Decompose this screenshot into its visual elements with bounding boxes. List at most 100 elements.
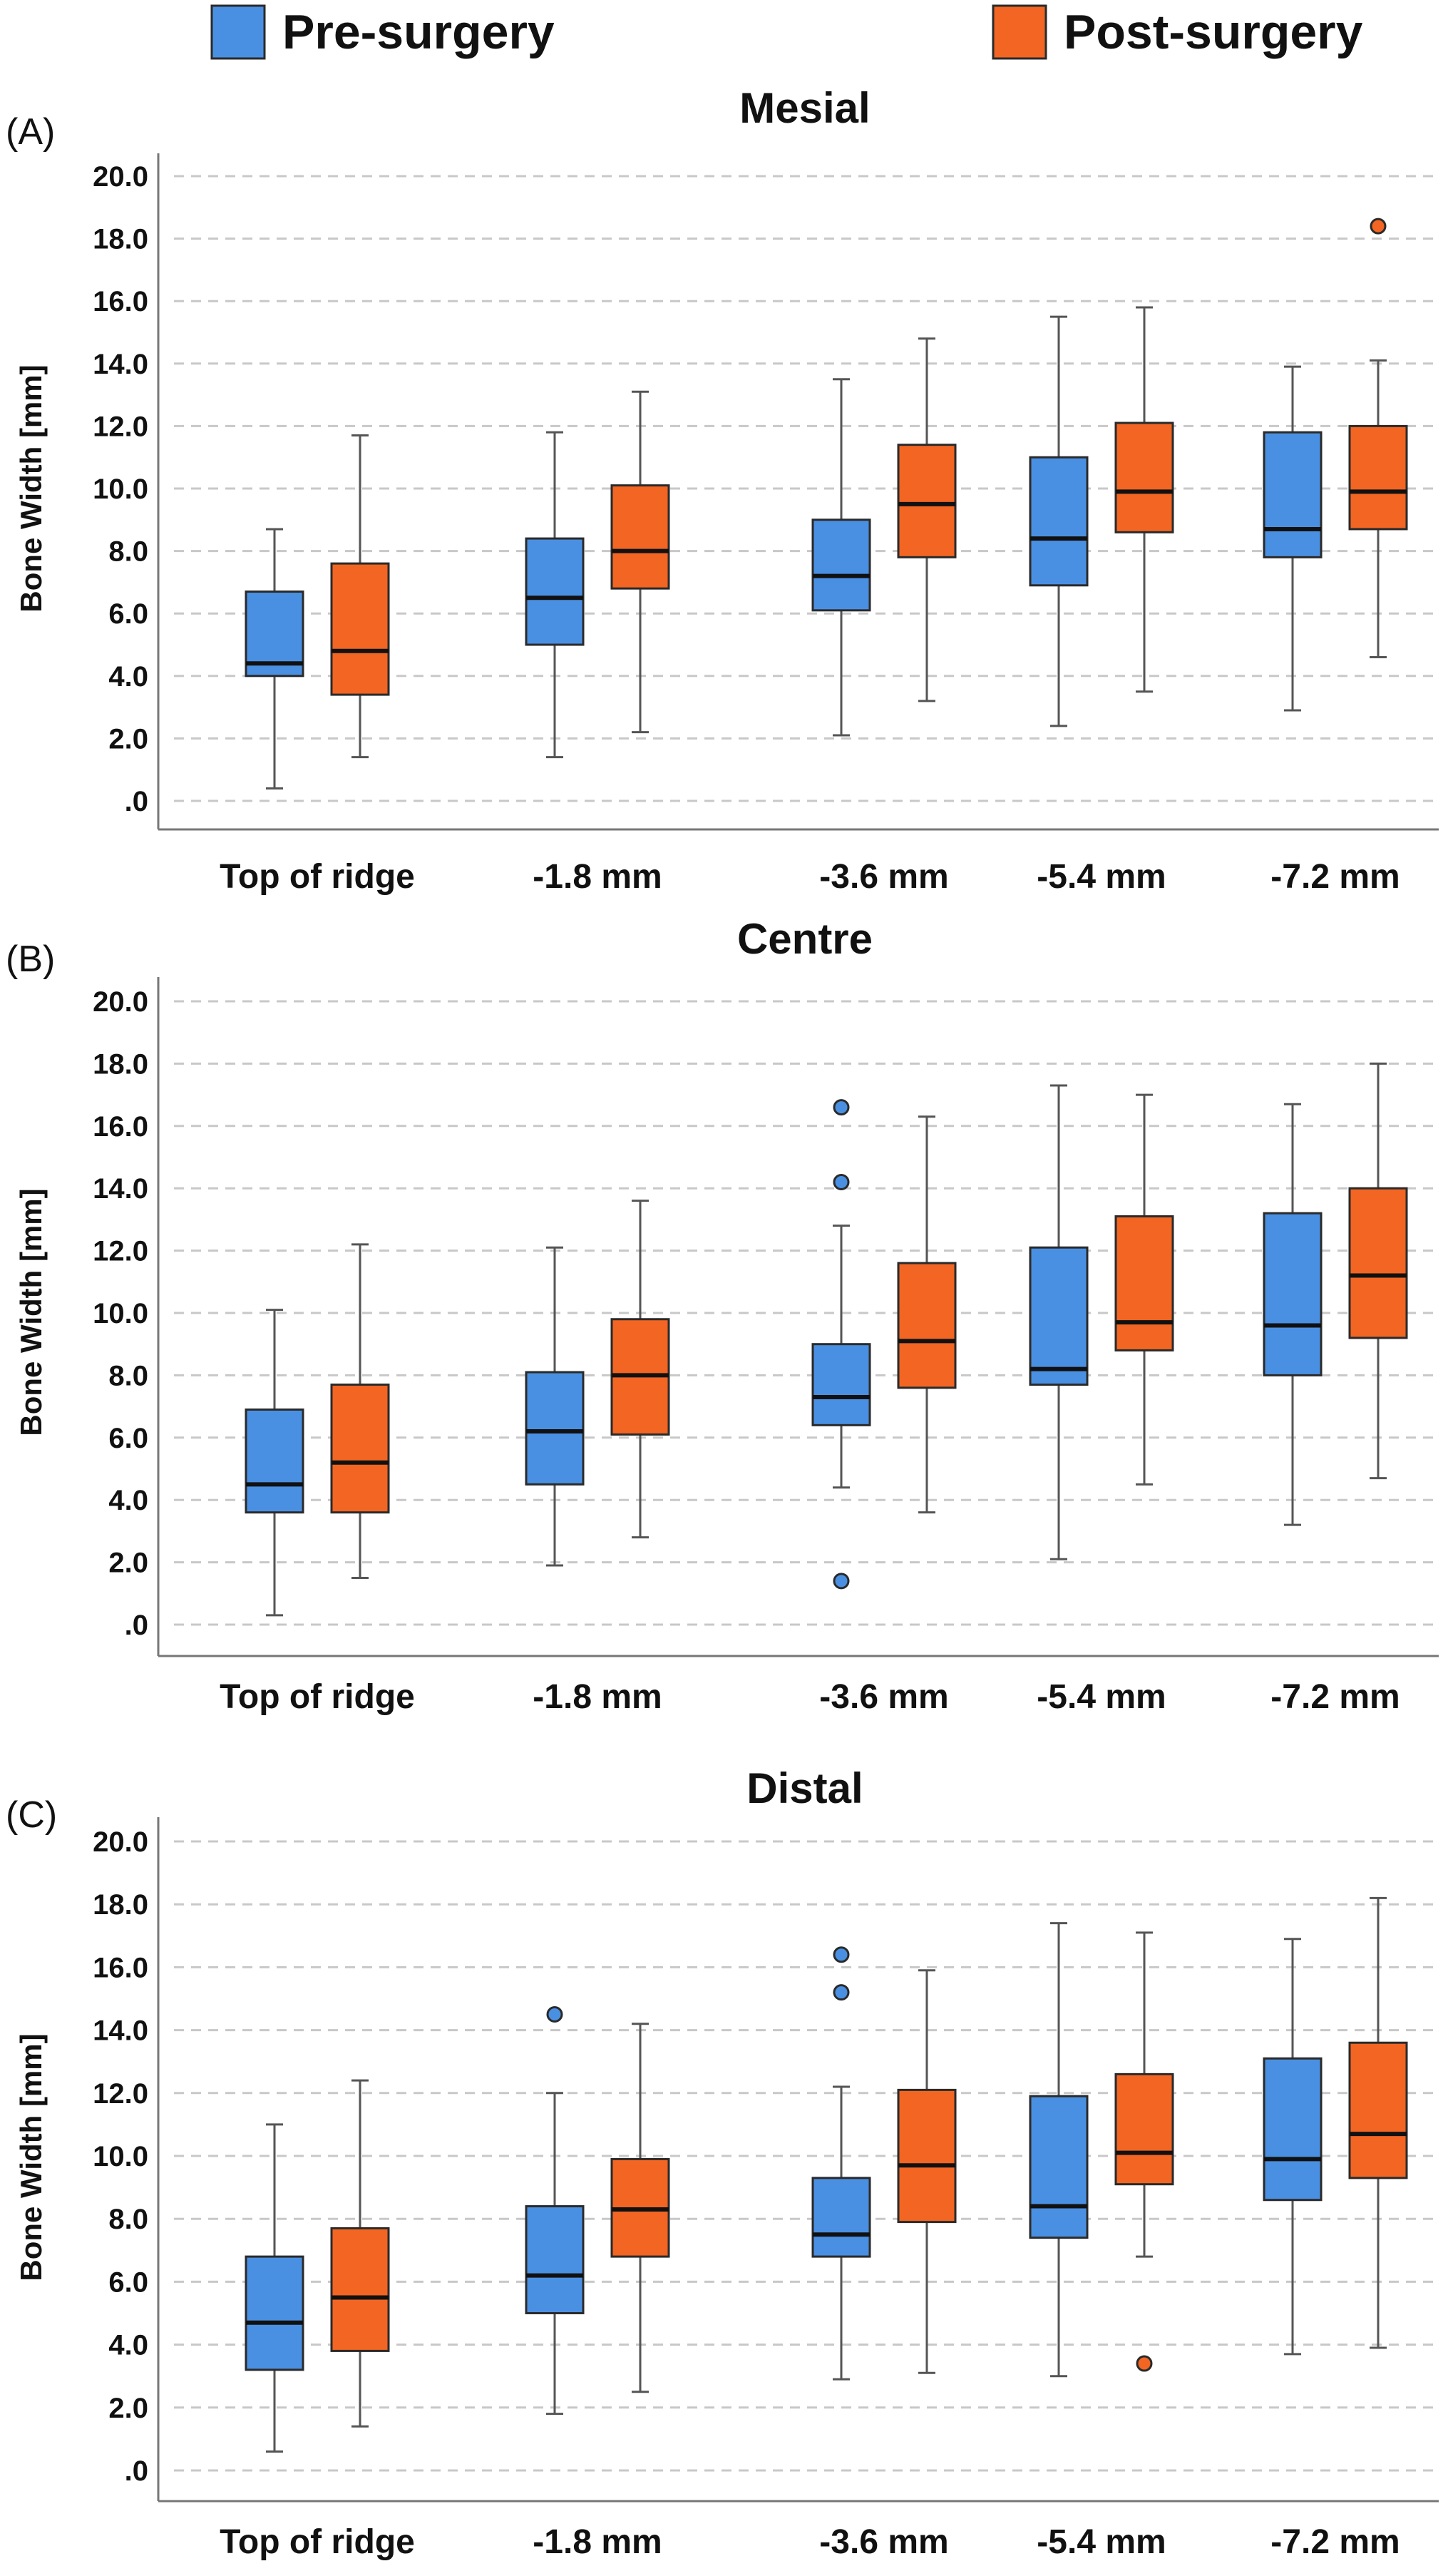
y-tick-label: 16.0: [93, 1111, 148, 1143]
box-pre-3: [811, 1099, 871, 1590]
iqr-box: [1263, 2057, 1323, 2202]
iqr-box: [610, 484, 670, 590]
iqr-box: [525, 1371, 585, 1486]
iqr-box: [1029, 456, 1089, 587]
box-pre-5: [1263, 365, 1323, 712]
panel-1: (A) Mesial .0 2.0 4.0 6.0 8.0 10.0 12.0 14.0 16.0 1…: [6, 84, 1439, 896]
x-tick-label: -7.2 mm: [1270, 858, 1400, 896]
y-tick-label: 8.0: [108, 536, 148, 568]
x-tick-label: -1.8 mm: [533, 858, 662, 896]
y-tick-label: 2.0: [108, 2393, 148, 2424]
x-tick-label: Top of ridge: [220, 1678, 415, 1716]
y-tick-label: 20.0: [93, 1826, 148, 1858]
iqr-box: [330, 562, 390, 696]
box-post-1: [330, 2079, 390, 2428]
outlier-point: [833, 1573, 850, 1590]
box-post-4: [1114, 1931, 1174, 2372]
y-tick-label: .0: [125, 786, 148, 817]
iqr-box: [525, 537, 585, 646]
iqr-box: [245, 1408, 304, 1514]
box-pre-4: [1029, 1084, 1089, 1560]
panel-title: Centre: [737, 915, 873, 963]
x-tick-label: -3.6 mm: [819, 858, 948, 896]
iqr-box: [1348, 2041, 1408, 2179]
legend-swatch-post-surgery: [992, 4, 1047, 60]
box-post-4: [1114, 1093, 1174, 1486]
iqr-box: [1263, 1212, 1323, 1376]
panel-3: (C) Distal .0 2.0 4.0 6.0 8.0 10.0 12.0 14.0 16.0 1…: [6, 1764, 1439, 2561]
box-pre-4: [1029, 1922, 1089, 2378]
y-tick-label: 8.0: [108, 2204, 148, 2235]
y-tick-label: 12.0: [93, 2078, 148, 2110]
y-tick-label: 16.0: [93, 1952, 148, 1983]
box-pre-2: [525, 2006, 585, 2416]
y-tick-label: 4.0: [108, 1485, 148, 1516]
box-post-3: [897, 337, 957, 702]
x-tick-label: Top of ridge: [220, 2523, 415, 2561]
panel-title: Mesial: [739, 84, 870, 132]
iqr-box: [897, 444, 957, 558]
iqr-box: [1263, 431, 1323, 558]
iqr-box: [1348, 424, 1408, 531]
panel-letter: (C): [6, 1794, 57, 1836]
iqr-box: [1114, 1215, 1174, 1351]
outlier-point: [546, 2006, 563, 2023]
x-tick-label: -5.4 mm: [1037, 858, 1166, 896]
box-post-2: [610, 2023, 670, 2393]
y-tick-label: 10.0: [93, 1298, 148, 1329]
box-pre-4: [1029, 315, 1089, 727]
legend-label-pre-surgery: Pre-surgery: [282, 5, 555, 59]
x-tick-label: -1.8 mm: [533, 1678, 662, 1716]
outlier-point: [833, 1099, 850, 1116]
x-tick-label: -3.6 mm: [819, 2523, 948, 2561]
iqr-box: [1029, 1246, 1089, 1386]
box-post-1: [330, 434, 390, 759]
y-tick-label: 18.0: [93, 224, 148, 255]
box-post-5: [1348, 1062, 1408, 1480]
y-tick-label: .0: [125, 2455, 148, 2487]
y-tick-label: 20.0: [93, 986, 148, 1018]
box-post-2: [610, 390, 670, 734]
y-axis-label: Bone Width [mm]: [14, 364, 48, 612]
box-pre-2: [525, 1246, 585, 1567]
panel-letter: (B): [6, 939, 55, 980]
y-tick-label: 8.0: [108, 1360, 148, 1391]
y-axis-label: Bone Width [mm]: [14, 2033, 48, 2281]
iqr-box: [330, 2227, 390, 2352]
box-post-3: [897, 1969, 957, 2374]
box-pre-3: [811, 378, 871, 737]
chart-panels: (A) Mesial .0 2.0 4.0 6.0 8.0 10.0 12.0 14.0 16.0 1…: [6, 84, 1439, 2561]
y-tick-label: 14.0: [93, 349, 148, 380]
iqr-box: [1114, 2072, 1174, 2186]
outlier-point: [1370, 218, 1387, 235]
box-pre-3: [811, 1946, 871, 2381]
outlier-point: [833, 1173, 850, 1190]
box-pre-1: [245, 2123, 304, 2453]
y-tick-label: 14.0: [93, 1173, 148, 1205]
box-pre-5: [1263, 1938, 1323, 2356]
iqr-box: [1029, 2095, 1089, 2239]
y-tick-label: 14.0: [93, 2015, 148, 2047]
iqr-box: [811, 1343, 871, 1426]
box-post-1: [330, 1243, 390, 1579]
y-tick-label: 6.0: [108, 1423, 148, 1454]
y-tick-label: 6.0: [108, 598, 148, 630]
y-tick-label: 18.0: [93, 1889, 148, 1921]
legend-label-post-surgery: Post-surgery: [1064, 5, 1363, 59]
y-tick-label: 18.0: [93, 1048, 148, 1080]
x-tick-label: Top of ridge: [220, 858, 415, 896]
legend-swatch-pre-surgery: [210, 4, 266, 60]
y-axis-label: Bone Width [mm]: [14, 1188, 48, 1436]
outlier-point: [1136, 2355, 1153, 2372]
x-tick-label: -5.4 mm: [1037, 1678, 1166, 1716]
y-tick-label: 10.0: [93, 474, 148, 505]
x-tick-label: -7.2 mm: [1270, 1678, 1400, 1716]
box-pre-1: [245, 528, 304, 789]
iqr-box: [897, 2088, 957, 2224]
panel-letter: (A): [6, 111, 55, 153]
box-post-2: [610, 1200, 670, 1539]
y-tick-label: .0: [125, 1610, 148, 1641]
iqr-box: [1348, 1187, 1408, 1339]
x-tick-label: -3.6 mm: [819, 1678, 948, 1716]
